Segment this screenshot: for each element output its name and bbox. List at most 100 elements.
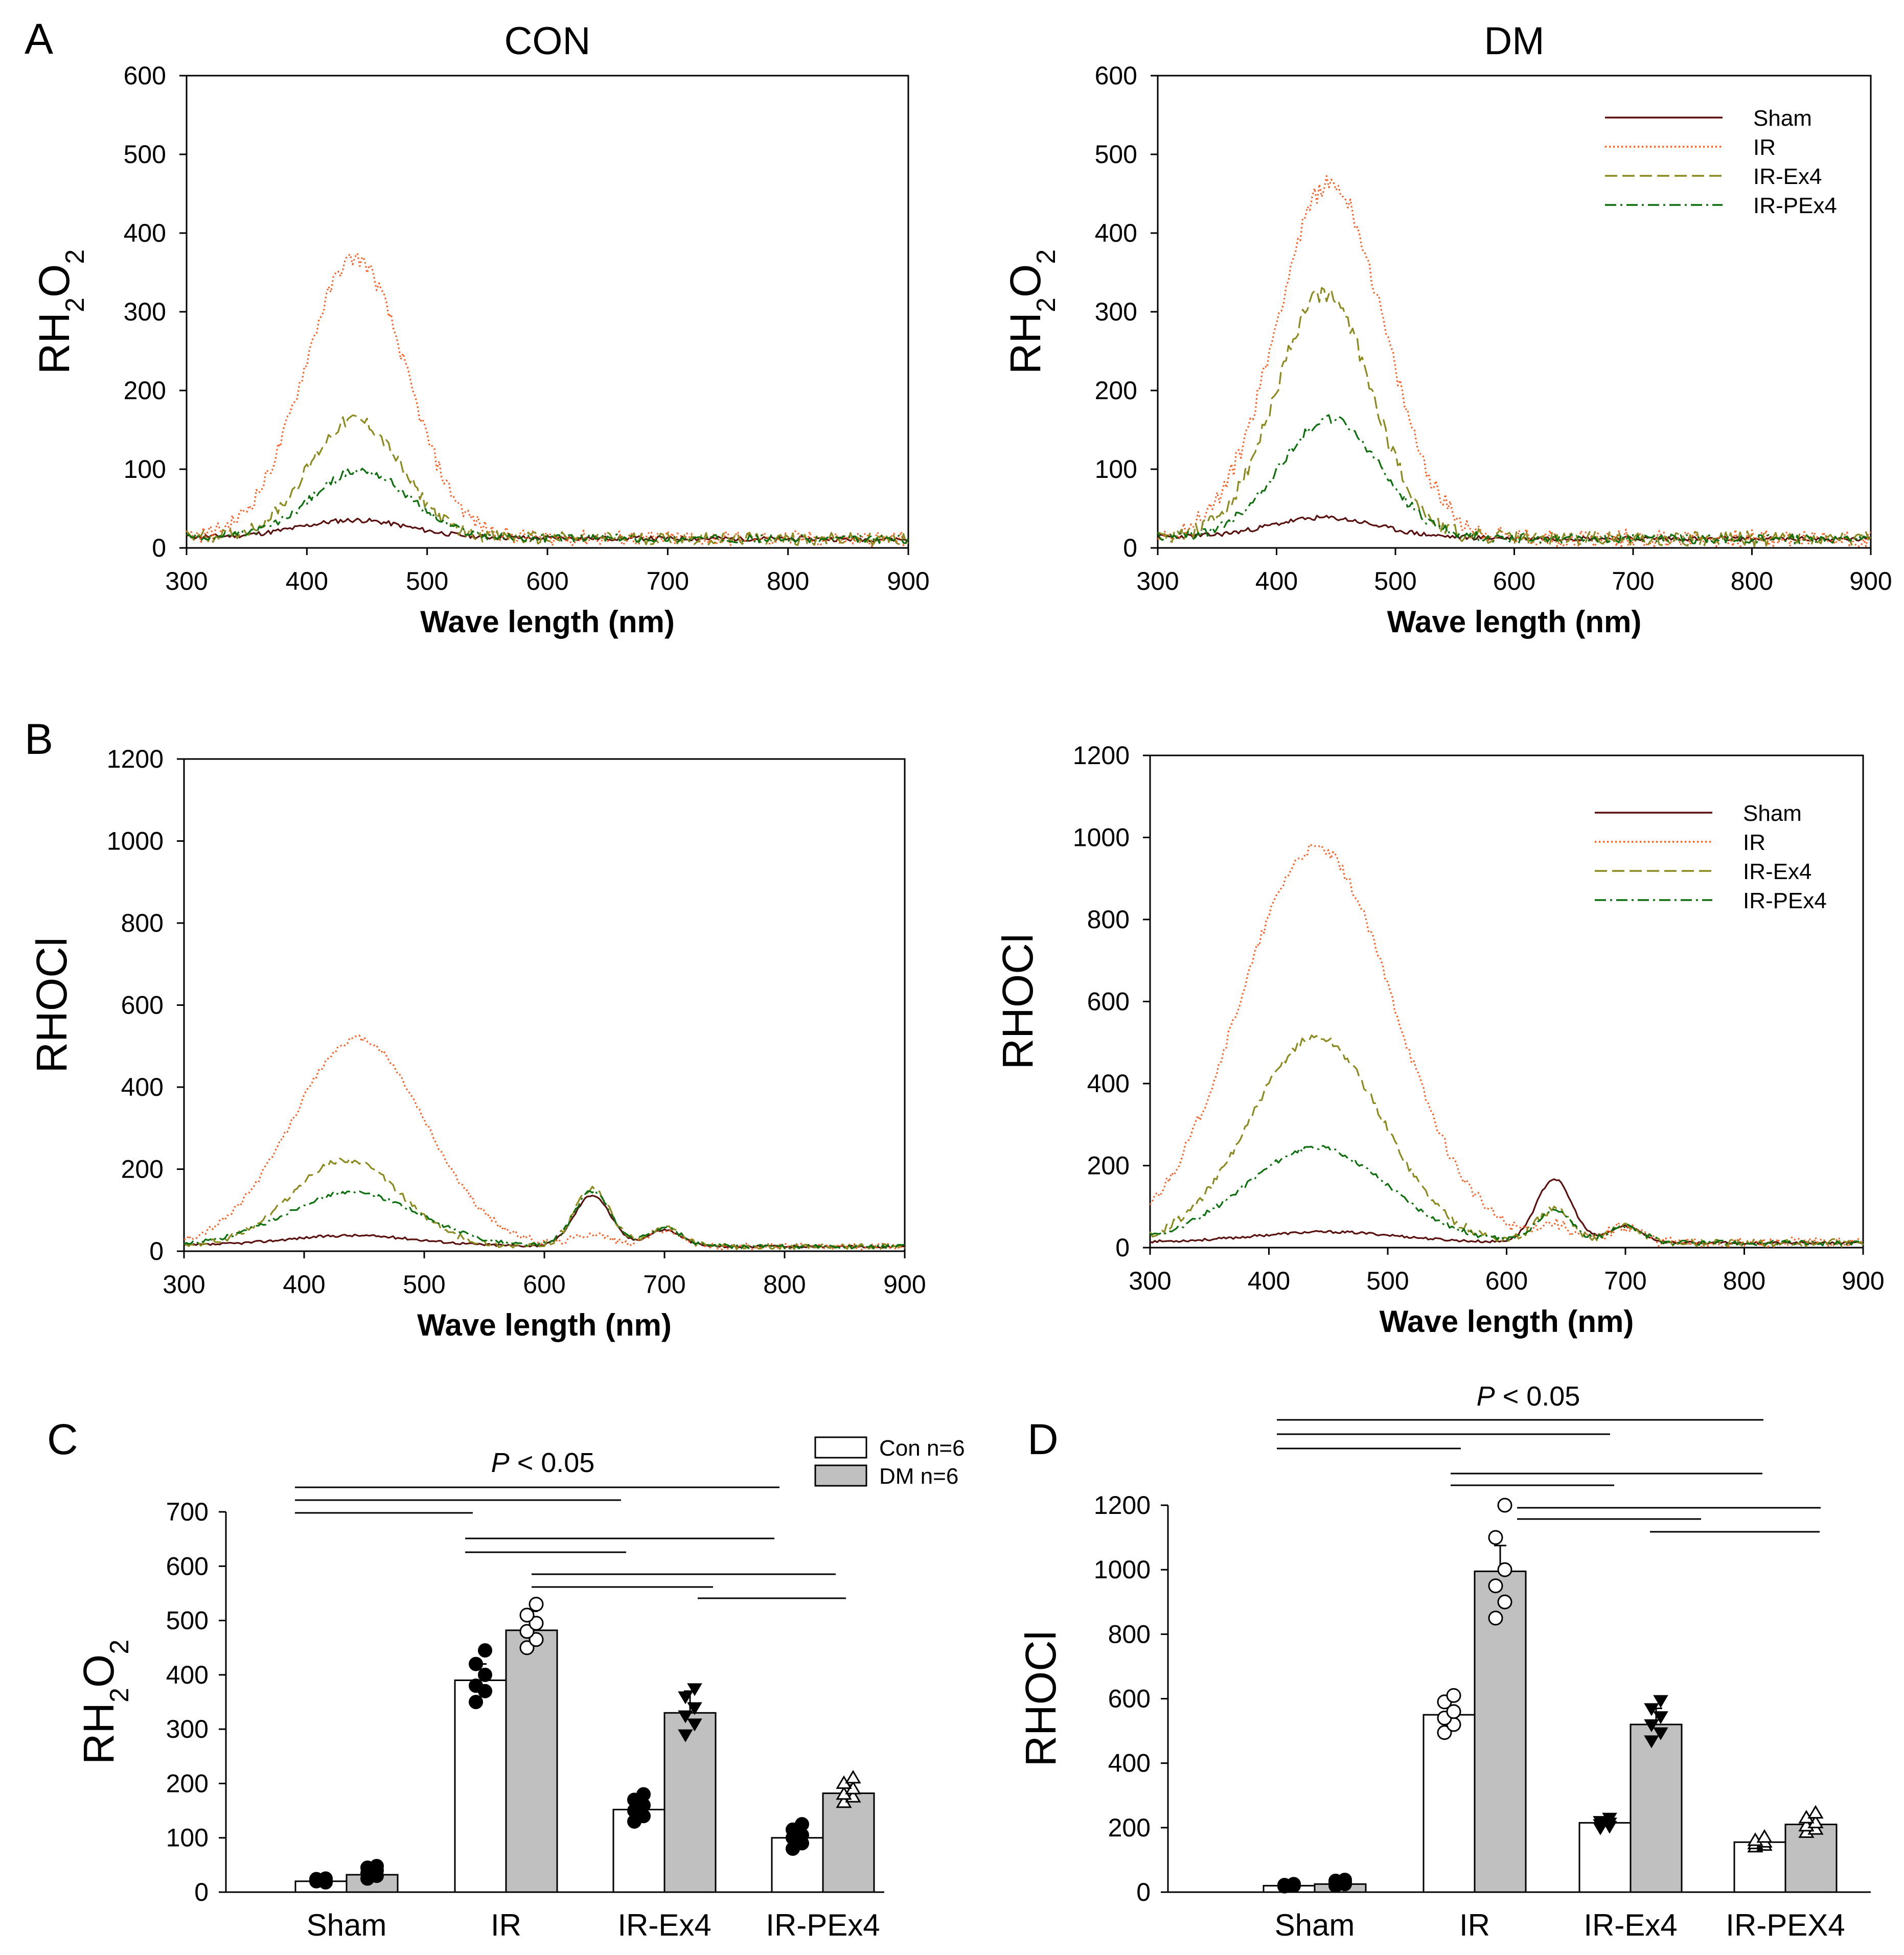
legend-label: Con n=6 xyxy=(879,1436,965,1461)
y-tick-label: 800 xyxy=(1108,1620,1151,1648)
data-point xyxy=(678,1729,693,1742)
data-point xyxy=(469,1657,483,1671)
x-tick-label: 700 xyxy=(643,1270,685,1299)
data-point xyxy=(519,1607,535,1623)
x-tick-label: 600 xyxy=(1485,1267,1528,1295)
data-point xyxy=(478,1667,492,1682)
bar-dm-ir-ex4 xyxy=(1630,1723,1683,1893)
x-tick-label: 300 xyxy=(163,1270,205,1299)
bar-dm-ir xyxy=(505,1629,558,1893)
y-tick-label: 100 xyxy=(124,455,166,484)
y-axis-label: RHOCl xyxy=(994,934,1042,1070)
y-tick-label: 200 xyxy=(121,1155,164,1184)
series-line-ir xyxy=(1157,175,1871,547)
y-tick-label: 200 xyxy=(166,1769,209,1798)
p-value-label: P < 0.05 xyxy=(1477,1381,1580,1412)
data-point xyxy=(529,1632,544,1647)
x-tick-label: 900 xyxy=(883,1270,926,1299)
panel-label-a: A xyxy=(25,15,53,63)
data-point xyxy=(1287,1877,1301,1892)
x-tick-label: 500 xyxy=(403,1270,445,1299)
y-tick-label: 400 xyxy=(1108,1749,1151,1778)
y-tick-label: 300 xyxy=(1095,297,1137,326)
y-tick-label: 1000 xyxy=(1073,823,1130,852)
data-point xyxy=(687,1702,702,1715)
data-point xyxy=(687,1683,702,1696)
x-tick-label: 600 xyxy=(523,1270,565,1299)
series-line-sham xyxy=(1150,1178,1864,1245)
x-tick-label: 500 xyxy=(1374,567,1416,595)
x-tick-label: 800 xyxy=(1723,1267,1765,1295)
y-tick-label: 500 xyxy=(1095,140,1137,169)
y-tick-label: 800 xyxy=(1087,905,1130,934)
data-point xyxy=(1488,1578,1503,1594)
data-point xyxy=(1644,1735,1659,1749)
y-tick-label: 0 xyxy=(194,1878,209,1906)
y-tick-label: 700 xyxy=(166,1498,209,1526)
chart-a-dm: 300 400 500 600 700 800 900 0 100 200 300 400 500 600… xyxy=(1001,19,1892,639)
category-label: Sham xyxy=(307,1908,387,1942)
data-point xyxy=(519,1640,535,1655)
y-tick-label: 600 xyxy=(124,61,166,90)
chart-d: 0 200 400 600 800 1000 1200 RHOCl Sham IR IR-Ex4 IR… xyxy=(1017,1381,1871,1942)
y-tick-label: 1200 xyxy=(1073,741,1130,770)
series-line-ir xyxy=(186,252,909,547)
x-tick-label: 800 xyxy=(1731,567,1773,595)
y-tick-label: 500 xyxy=(124,140,166,169)
x-tick-label: 900 xyxy=(887,567,929,595)
y-tick-label: 200 xyxy=(1108,1813,1151,1842)
x-tick-label: 300 xyxy=(1129,1267,1171,1295)
x-tick-label: 500 xyxy=(1366,1267,1409,1295)
series-line-ir xyxy=(1149,843,1864,1248)
panel-label-d: D xyxy=(1027,1415,1059,1463)
data-point xyxy=(1437,1725,1452,1740)
x-tick-label: 700 xyxy=(1612,567,1654,595)
data-point xyxy=(845,1769,861,1784)
p-value-label: P < 0.05 xyxy=(491,1447,595,1478)
data-point xyxy=(469,1678,483,1693)
x-tick-label: 400 xyxy=(286,567,328,595)
series-line-ir-pex4 xyxy=(1157,414,1871,545)
x-tick-label: 400 xyxy=(1248,1267,1290,1295)
plot-frame xyxy=(186,75,909,549)
data-point xyxy=(529,1616,544,1631)
x-tick-label: 600 xyxy=(526,567,568,595)
data-point xyxy=(636,1787,651,1802)
y-tick-label: 300 xyxy=(124,297,166,326)
category-label: IR-Ex4 xyxy=(1584,1908,1677,1942)
y-tick-label: 1000 xyxy=(107,827,164,856)
series-line-ir-pex4 xyxy=(1150,1145,1864,1247)
legend-swatch xyxy=(814,1436,867,1459)
x-axis-label: Wave length (nm) xyxy=(417,1308,672,1342)
x-tick-label: 300 xyxy=(165,567,208,595)
y-tick-label: 500 xyxy=(166,1606,209,1635)
y-axis-label: RH2O2 xyxy=(75,1640,134,1765)
data-point xyxy=(1488,1530,1503,1545)
y-tick-label: 200 xyxy=(124,376,166,405)
chart-b-con: 300 400 500 600 700 800 900 0 200 400 600 800 1000 12… xyxy=(28,745,926,1342)
data-point xyxy=(519,1624,535,1639)
series-line-sham xyxy=(183,1194,905,1249)
category-label: Sham xyxy=(1275,1908,1355,1942)
bar-dm-ir xyxy=(1474,1570,1527,1893)
legend-label: IR xyxy=(1743,830,1765,855)
x-axis-label: Wave length (nm) xyxy=(1380,1304,1634,1339)
chart-b-dm: 300 400 500 600 700 800 900 0 200 400 600 800 1000 12… xyxy=(994,741,1885,1339)
y-tick-label: 1200 xyxy=(107,745,164,773)
data-point xyxy=(678,1691,693,1705)
legend-label: Sham xyxy=(1753,106,1812,131)
y-axis-label: RH2O2 xyxy=(30,249,90,375)
legend-swatch xyxy=(814,1464,867,1487)
category-label: IR xyxy=(1459,1908,1490,1942)
x-tick-label: 400 xyxy=(1255,567,1298,595)
x-tick-label: 700 xyxy=(1604,1267,1646,1295)
data-point xyxy=(1446,1688,1461,1703)
data-point xyxy=(1593,1816,1608,1829)
y-axis-label: RHOCl xyxy=(28,937,76,1073)
x-tick-label: 500 xyxy=(406,567,448,595)
data-point xyxy=(795,1817,809,1832)
data-point xyxy=(1602,1812,1617,1826)
y-tick-label: 400 xyxy=(121,1073,164,1101)
data-point xyxy=(1446,1704,1461,1719)
